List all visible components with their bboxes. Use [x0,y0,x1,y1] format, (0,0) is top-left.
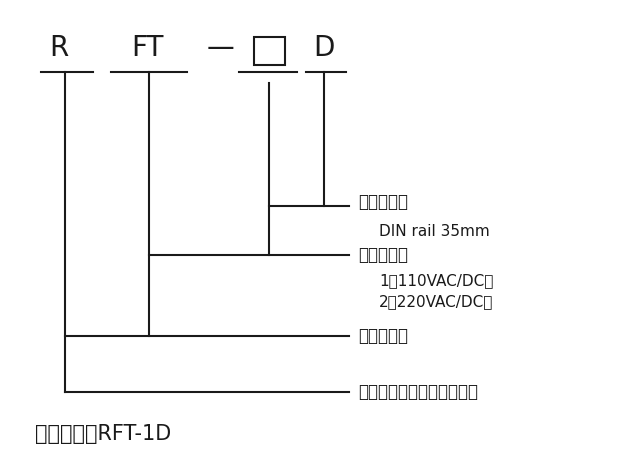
Text: 上海聚仁电力科技有限公司: 上海聚仁电力科技有限公司 [358,383,478,401]
Text: R: R [49,34,69,62]
Text: DIN rail 35mm: DIN rail 35mm [379,224,490,239]
Text: 1（110VAC/DC）: 1（110VAC/DC） [379,273,494,288]
Text: 电压等级：: 电压等级： [358,246,408,264]
Text: 订货示例：RFT-1D: 订货示例：RFT-1D [35,424,171,444]
Text: 防跳继电器: 防跳继电器 [358,327,408,345]
Text: 2（220VAC/DC）: 2（220VAC/DC） [379,294,494,309]
Text: FT: FT [131,34,164,62]
Text: 安装方式：: 安装方式： [358,193,408,210]
Bar [253,37,286,65]
Text: —: — [207,34,234,62]
Text: D: D [313,34,335,62]
